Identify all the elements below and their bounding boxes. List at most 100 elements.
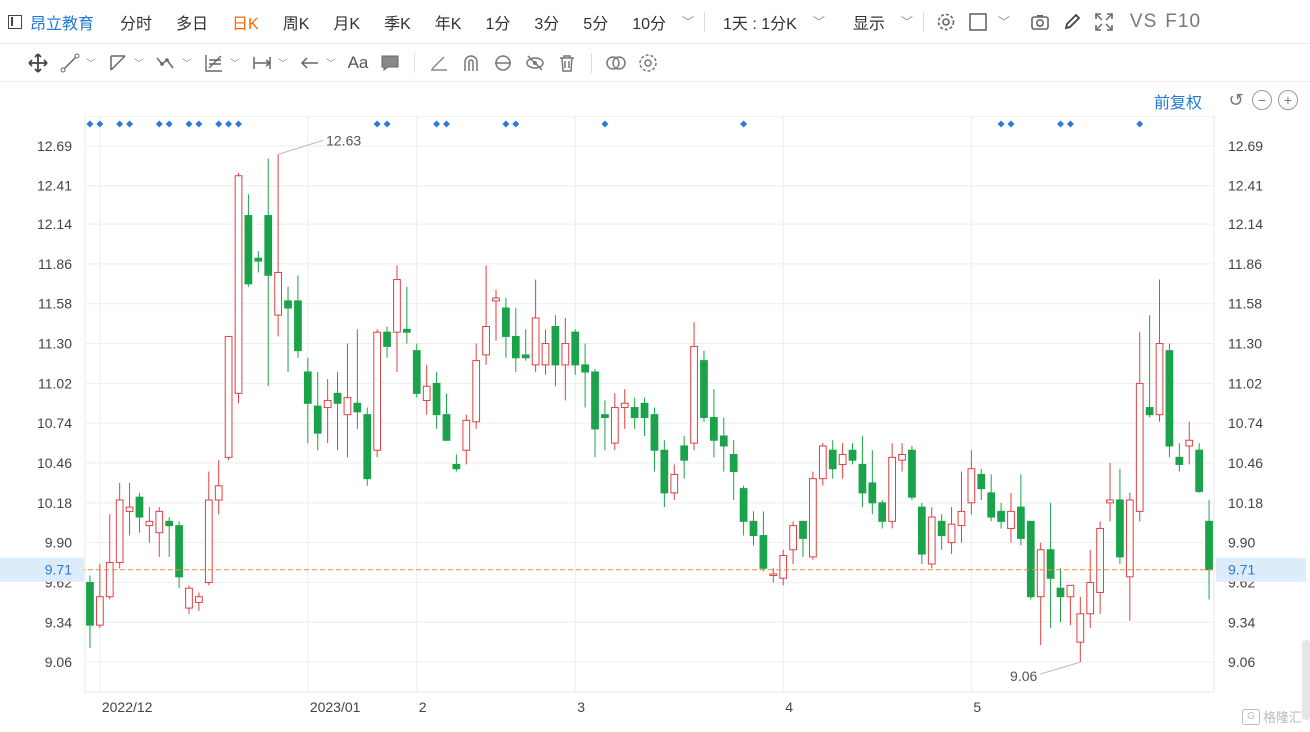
move-icon[interactable] (27, 52, 49, 74)
candle (125, 482, 134, 536)
scrollbar[interactable] (1302, 640, 1310, 720)
zoom-in-icon[interactable]: + (1278, 90, 1298, 110)
y-tick-label-left: 11.02 (38, 375, 72, 391)
candle-body (432, 382, 441, 416)
settings-icon[interactable] (637, 52, 659, 74)
period-tab[interactable]: 多日 (176, 15, 209, 33)
candle (967, 450, 976, 515)
candle-body (660, 449, 669, 494)
camera-icon[interactable] (1030, 12, 1050, 32)
interval-select[interactable]: 1天 : 1分K (723, 15, 797, 33)
candlestick-chart[interactable]: 12.69 12.41 12.14 11.86 11.58 11.30 11.02 10.74… (0, 116, 1310, 716)
period-tab[interactable]: 3分 (534, 15, 560, 33)
candle (422, 364, 431, 415)
period-tab[interactable]: 年K (434, 15, 462, 33)
f10-button[interactable]: F10 (1165, 10, 1202, 32)
chevron-down-icon[interactable]: ﹀ (182, 59, 192, 70)
chevron-down-icon[interactable]: ﹀ (86, 59, 96, 70)
candle (264, 158, 273, 387)
arrow-tool-icon[interactable] (299, 52, 321, 74)
period-tab[interactable]: 5分 (583, 15, 609, 33)
chevron-down-icon[interactable]: ﹀ (900, 15, 913, 29)
candle (224, 335, 233, 461)
wave-tool-icon[interactable] (155, 52, 177, 74)
pencil-icon[interactable] (1062, 12, 1082, 32)
candle (234, 172, 243, 404)
candle (284, 286, 292, 372)
candle-body (917, 506, 926, 555)
candle (977, 468, 986, 500)
price-adjust-select[interactable]: 前复权 (1153, 95, 1202, 112)
channel-tool-icon[interactable] (107, 52, 129, 74)
chevron-down-icon[interactable]: ﹀ (682, 15, 695, 29)
y-tick-label-right: 12.14 (1228, 216, 1263, 232)
zoom-out-icon[interactable]: − (1252, 90, 1272, 110)
candle (987, 474, 996, 522)
overlay-icon[interactable] (605, 52, 627, 74)
ruler-icon[interactable] (428, 52, 450, 74)
line-tool-icon[interactable] (59, 52, 81, 74)
period-tab[interactable]: 季K (384, 15, 411, 33)
event-marker (1056, 120, 1064, 128)
period-tab[interactable]: 分时 (120, 15, 153, 33)
candle (521, 329, 530, 361)
chevron-down-icon[interactable]: ﹀ (997, 15, 1010, 29)
candle (214, 460, 223, 515)
divider (414, 52, 415, 73)
candle (779, 549, 788, 586)
candle-body (511, 335, 520, 359)
stock-name[interactable]: 昂立教育 (30, 15, 95, 33)
candle (313, 372, 322, 451)
candle (244, 194, 253, 287)
candle (769, 568, 778, 583)
lock-toggle-icon[interactable] (492, 52, 514, 74)
comment-tool-icon[interactable] (379, 52, 401, 74)
candle (1036, 542, 1045, 646)
period-tab-active[interactable]: 日K (232, 15, 259, 33)
event-markers[interactable] (86, 120, 1144, 128)
candle (472, 343, 481, 429)
chevron-down-icon[interactable]: ﹀ (278, 59, 288, 70)
y-tick-label-right: 12.41 (1228, 178, 1263, 194)
candle-body (908, 449, 916, 498)
chevron-down-icon[interactable]: ﹀ (230, 59, 240, 70)
period-tab[interactable]: 周K (282, 15, 310, 33)
period-tab[interactable]: 1分 (485, 15, 511, 33)
measure-tool-icon[interactable] (251, 52, 273, 74)
candle-body (769, 573, 778, 576)
reset-icon[interactable]: ↺ (1228, 90, 1244, 110)
fib-tool-icon[interactable] (203, 52, 225, 74)
candle (1076, 596, 1085, 663)
candle (323, 379, 332, 444)
y-tick-label-left: 12.41 (37, 178, 72, 194)
period-tab[interactable]: 10分 (632, 15, 667, 33)
candle (363, 407, 372, 486)
square-icon[interactable] (968, 12, 988, 32)
candle-body (898, 453, 906, 461)
chevron-down-icon[interactable]: ﹀ (812, 15, 825, 29)
candle-body (214, 485, 223, 501)
trash-icon[interactable] (556, 52, 578, 74)
candles[interactable] (86, 154, 1213, 663)
event-marker (235, 120, 243, 128)
gear-icon[interactable] (936, 12, 956, 32)
period-tab[interactable]: 月K (333, 15, 361, 33)
candle-body (610, 407, 619, 444)
fullscreen-icon[interactable] (1094, 12, 1114, 32)
divider (922, 11, 924, 32)
y-tick-label-right: 11.02 (1228, 375, 1262, 391)
candle (749, 511, 758, 546)
chevron-down-icon[interactable]: ﹀ (326, 59, 336, 70)
text-tool-icon[interactable]: Aa (347, 52, 369, 72)
display-menu[interactable]: 显示 (852, 15, 885, 33)
magnet-icon[interactable] (460, 52, 482, 74)
hide-icon[interactable] (524, 52, 546, 74)
sidebar-toggle-icon[interactable] (8, 14, 22, 29)
vs-button[interactable]: VS (1129, 10, 1158, 32)
y-tick-label-right: 10.74 (1228, 415, 1263, 431)
candle-body (640, 402, 649, 419)
chevron-down-icon[interactable]: ﹀ (134, 59, 144, 70)
candle (789, 521, 797, 564)
candle (1066, 584, 1075, 626)
candle-body (957, 510, 966, 527)
